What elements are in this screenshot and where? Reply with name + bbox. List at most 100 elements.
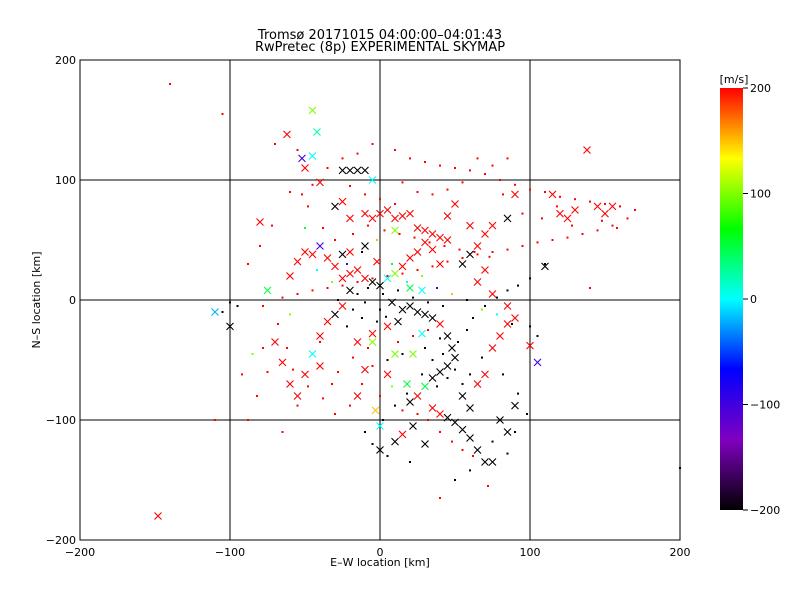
- data-point-dot: [488, 255, 491, 258]
- chart-subtitle: RwPretec (8p) EXPERIMENTAL SKYMAP: [255, 40, 505, 55]
- data-point-dot: [247, 263, 249, 265]
- data-point-dot: [277, 323, 279, 325]
- data-point-dot: [521, 245, 524, 247]
- data-point-dot: [481, 356, 483, 359]
- data-point-cross: [443, 362, 452, 370]
- data-point-dot: [529, 188, 531, 191]
- data-point-dot: [398, 233, 401, 235]
- data-point-dot: [496, 313, 498, 316]
- x-axis-label: E–W location [km]: [330, 556, 430, 569]
- data-point-cross: [488, 221, 497, 230]
- data-point-cross: [403, 380, 411, 388]
- colorbar: [m/s] 200 100 0 −100 −200: [720, 73, 781, 517]
- data-point-dot: [367, 224, 369, 227]
- data-point-dot: [331, 383, 333, 385]
- data-point-dot: [431, 193, 434, 196]
- data-point-dot: [679, 467, 681, 469]
- data-point-cross: [398, 430, 407, 439]
- data-point-dot: [349, 404, 351, 407]
- data-point-cross: [503, 320, 512, 328]
- data-point-dot: [356, 281, 359, 283]
- data-point-cross: [428, 230, 437, 238]
- data-point-cross: [436, 320, 444, 328]
- data-point-cross: [308, 106, 317, 115]
- data-point-dot: [529, 277, 531, 280]
- data-point-cross: [398, 212, 407, 220]
- data-point-cross: [394, 317, 402, 326]
- data-point-dot: [436, 385, 438, 388]
- data-point-dot: [349, 185, 351, 187]
- data-point-dot: [473, 251, 476, 253]
- data-point-cross: [488, 290, 497, 298]
- data-point-dot: [439, 497, 441, 499]
- data-point-dot: [262, 347, 264, 349]
- data-point-cross: [398, 262, 407, 271]
- data-point-dot: [352, 356, 354, 359]
- data-point-cross: [473, 446, 482, 454]
- data-point-cross: [413, 224, 422, 232]
- data-point-dot: [611, 224, 614, 227]
- data-point-cross: [368, 214, 377, 223]
- data-point-dot: [394, 203, 396, 205]
- data-point-dot: [581, 233, 584, 235]
- x-axis-ticks: −200 −100 0 100 200: [65, 546, 691, 559]
- data-point-dot: [367, 347, 369, 349]
- data-point-dot: [431, 265, 434, 268]
- data-point-cross: [556, 209, 564, 218]
- data-point-dot: [346, 263, 348, 265]
- data-point-dot: [427, 301, 429, 304]
- data-point-dot: [301, 193, 303, 196]
- data-point-cross: [353, 392, 362, 400]
- data-point-cross: [458, 260, 467, 268]
- data-point-dot: [364, 301, 366, 304]
- data-point-cross: [413, 308, 422, 316]
- data-point-cross: [443, 236, 452, 244]
- data-point-cross: [443, 413, 452, 422]
- data-point-dot: [502, 373, 504, 376]
- data-point-dot: [413, 236, 416, 239]
- data-point-dot: [439, 337, 441, 340]
- data-point-dot: [626, 217, 629, 220]
- data-point-dot: [383, 229, 386, 232]
- data-point-dot: [337, 371, 339, 373]
- data-point-dot: [394, 149, 396, 151]
- data-point-dot: [461, 181, 464, 184]
- data-point-dot: [229, 301, 231, 304]
- data-point-cross: [278, 358, 287, 367]
- data-point-cross: [301, 370, 309, 379]
- data-point-dot: [571, 224, 573, 227]
- data-point-cross: [301, 248, 309, 256]
- data-point-cross: [511, 401, 519, 410]
- data-point-cross: [409, 350, 417, 358]
- data-point-cross: [298, 154, 306, 163]
- data-point-cross: [421, 238, 429, 247]
- data-point-dot: [247, 419, 249, 421]
- data-point-cross: [466, 221, 474, 230]
- data-point-dot: [412, 335, 414, 337]
- data-point-cross: [418, 329, 426, 338]
- data-point-dot: [256, 395, 258, 397]
- data-point-cross: [376, 209, 384, 218]
- data-point-cross: [353, 166, 362, 175]
- data-point-dot: [416, 413, 419, 415]
- data-point-dot: [356, 293, 359, 295]
- data-point-dot: [469, 469, 471, 472]
- colorbar-tick-label: 100: [750, 188, 771, 201]
- data-point-dot: [506, 289, 509, 292]
- data-point-cross: [481, 266, 489, 274]
- data-point-cross: [383, 370, 392, 379]
- data-point-dot: [451, 440, 453, 443]
- data-point-dot: [386, 455, 389, 457]
- data-point-dot: [169, 83, 171, 85]
- data-point-dot: [371, 143, 374, 145]
- data-point-dot: [421, 275, 423, 277]
- y-axis-label: N–S location [km]: [30, 251, 43, 348]
- data-point-cross: [316, 242, 324, 250]
- colorbar-gradient: [720, 88, 743, 510]
- data-point-cross: [391, 226, 399, 235]
- data-point-cross: [436, 410, 444, 418]
- data-point-cross: [443, 332, 452, 340]
- data-point-cross: [383, 206, 392, 214]
- data-point-dot: [401, 181, 404, 184]
